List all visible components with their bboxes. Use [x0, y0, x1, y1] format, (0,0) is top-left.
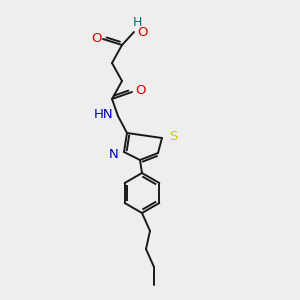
Text: N: N	[109, 148, 119, 161]
Text: O: O	[91, 32, 101, 44]
Text: O: O	[135, 83, 145, 97]
Text: O: O	[137, 26, 147, 40]
Text: HN: HN	[93, 109, 113, 122]
Text: H: H	[132, 16, 142, 29]
Text: S: S	[169, 130, 177, 143]
